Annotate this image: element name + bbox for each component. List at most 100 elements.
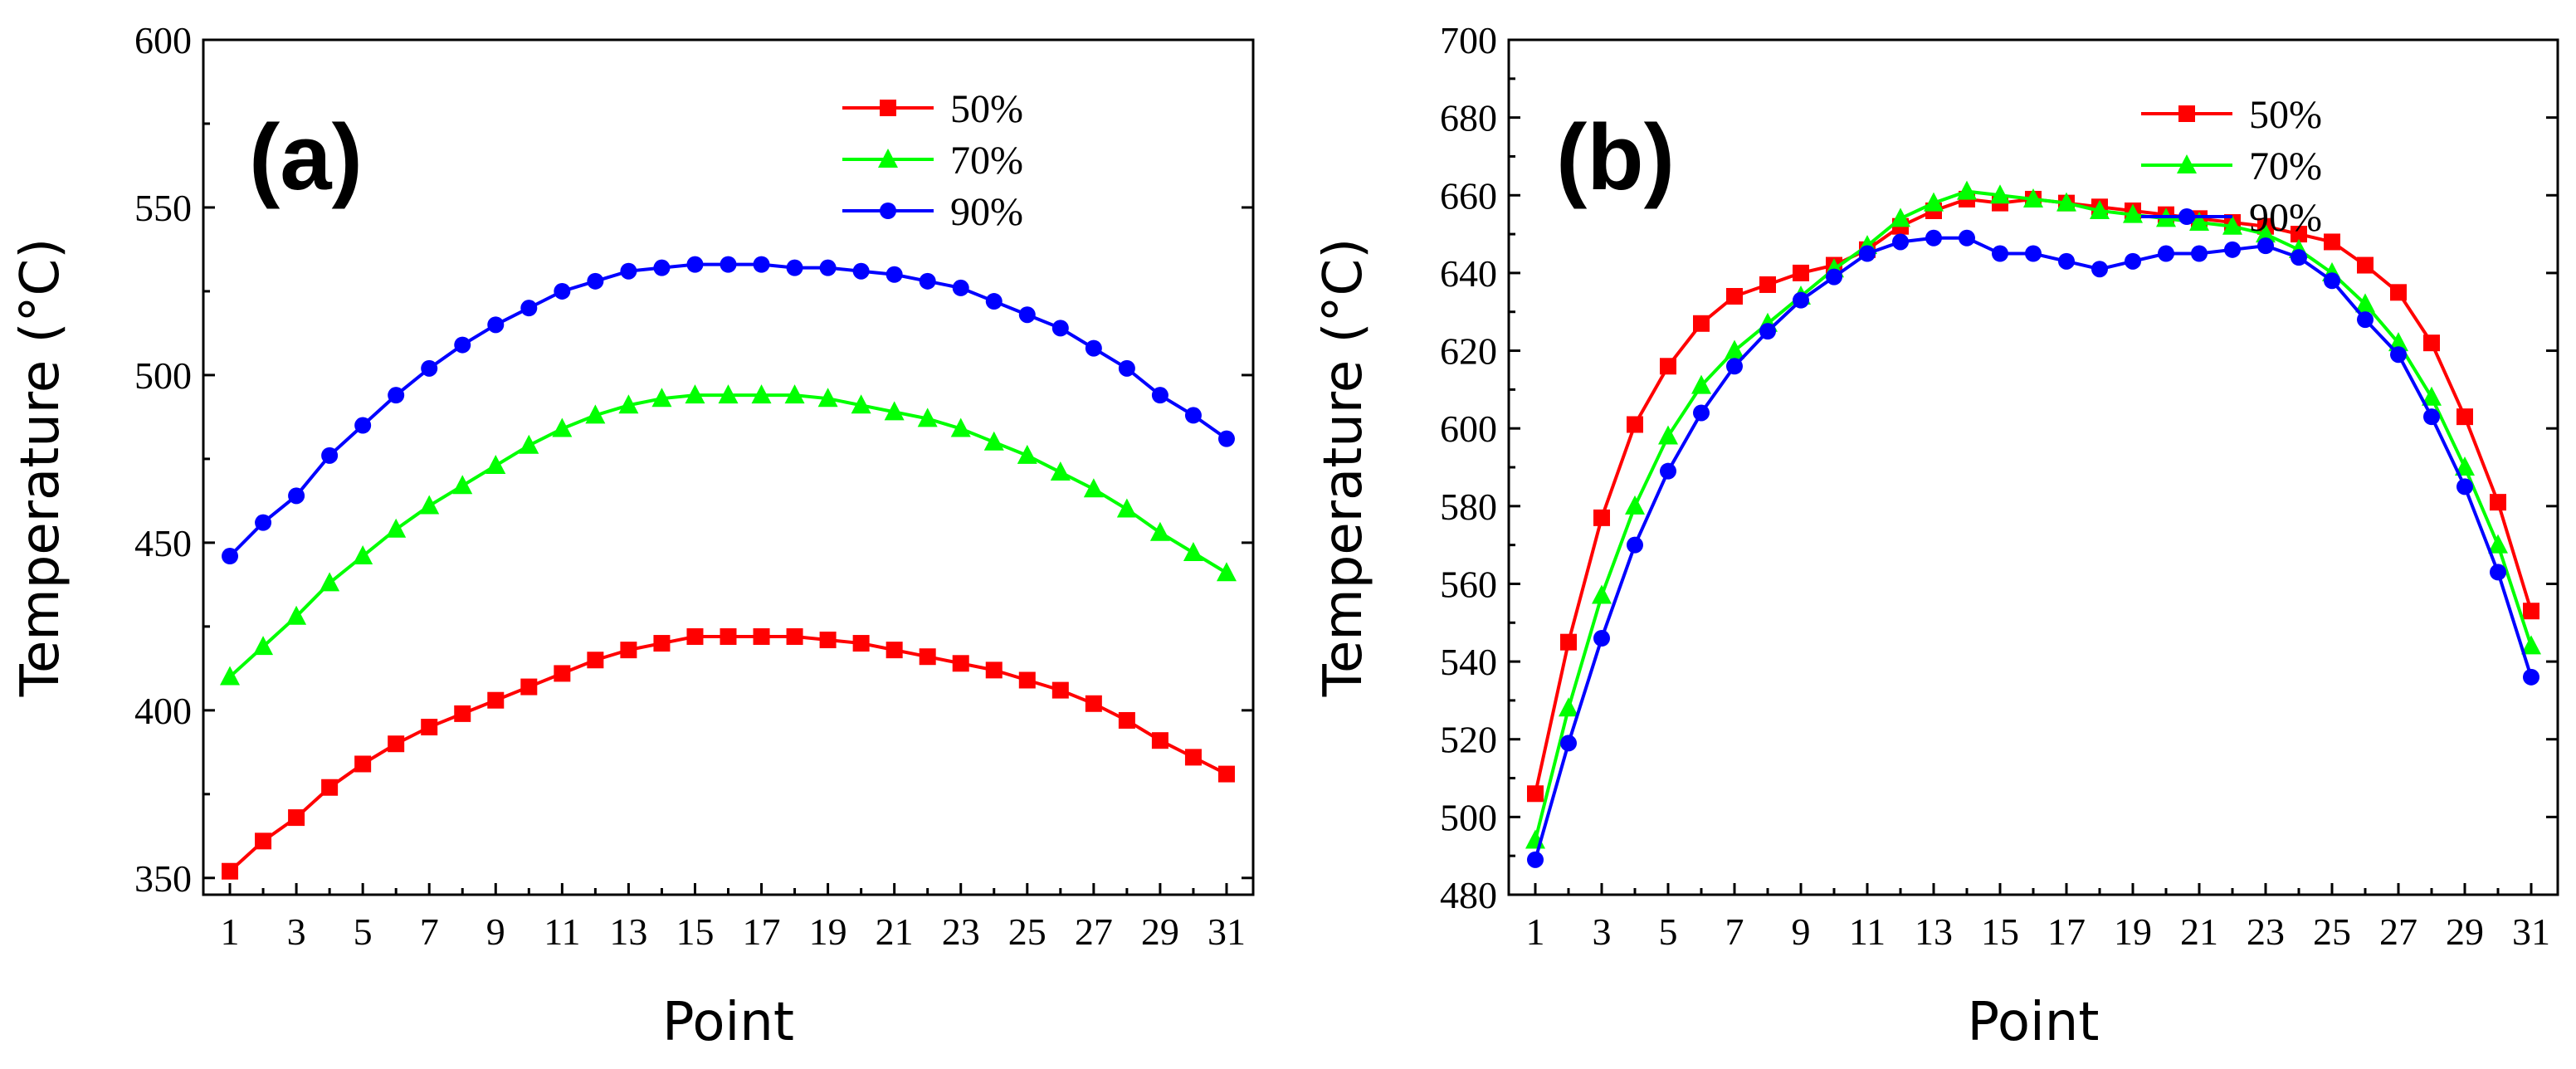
data-point [2490, 564, 2506, 581]
data-point [585, 404, 606, 424]
data-point [1051, 681, 1069, 699]
data-point [421, 719, 438, 736]
data-point [851, 394, 871, 414]
data-point [985, 293, 1003, 310]
y-tick-label: 660 [1440, 174, 1497, 217]
data-point [620, 262, 637, 280]
series-50% [222, 627, 1235, 880]
y-tick-label: 480 [1440, 874, 1497, 916]
data-point [1625, 495, 1645, 515]
data-point [1083, 478, 1104, 498]
data-point [852, 262, 870, 280]
x-tick-label: 15 [1981, 910, 2019, 953]
data-point [2158, 245, 2174, 262]
data-point [886, 266, 903, 283]
y-tick-label: 620 [1440, 330, 1497, 373]
data-point [1726, 288, 1743, 305]
data-point [1017, 444, 1037, 464]
data-point [1593, 509, 1610, 526]
series-70% [1525, 180, 2541, 849]
data-point [983, 431, 1004, 451]
data-point [2488, 534, 2508, 554]
data-point [485, 454, 506, 474]
data-point [286, 605, 307, 625]
x-tick-label: 23 [2247, 910, 2285, 953]
data-point [786, 259, 803, 276]
data-point [1658, 425, 1678, 445]
x-tick-label: 15 [676, 910, 714, 953]
data-point [1116, 498, 1137, 518]
y-axis-title: Temperature (°C) [1313, 238, 1374, 697]
y-tick-label: 550 [134, 187, 192, 229]
data-point [419, 495, 440, 515]
y-tick-label: 500 [1440, 796, 1497, 838]
data-point [220, 666, 241, 686]
data-point [2422, 386, 2442, 406]
data-point [1924, 192, 1944, 212]
series-70% [220, 384, 1237, 686]
data-point [321, 447, 339, 464]
data-point [388, 387, 405, 404]
series-line [228, 634, 1227, 873]
data-point [520, 678, 538, 696]
data-point [1050, 461, 1071, 481]
x-tick-label: 23 [942, 910, 980, 953]
legend-label: 90% [2249, 196, 2322, 240]
data-point [686, 256, 704, 273]
data-point [1051, 320, 1069, 337]
y-tick-label: 520 [1440, 719, 1497, 761]
data-point [2388, 332, 2408, 352]
data-point [386, 518, 407, 538]
data-point [353, 545, 373, 565]
data-point [1693, 404, 1710, 422]
data-point [1726, 358, 1743, 375]
x-tick-label: 5 [1659, 910, 1678, 953]
series-line [1534, 236, 2533, 861]
data-point [618, 394, 639, 414]
data-point [819, 259, 837, 276]
data-point [452, 475, 473, 495]
data-point [1660, 462, 1676, 480]
data-point [2523, 668, 2539, 686]
data-point [519, 434, 539, 454]
y-tick-label: 600 [134, 19, 192, 61]
data-point [886, 642, 903, 659]
data-point [753, 627, 770, 645]
data-point [288, 809, 305, 827]
data-point [852, 635, 870, 652]
y-tick-label: 680 [1440, 97, 1497, 139]
data-point [587, 272, 604, 290]
data-point [222, 548, 239, 565]
data-point [1759, 323, 1776, 340]
data-point [919, 272, 936, 290]
data-point [2390, 346, 2407, 364]
data-point [784, 384, 805, 404]
data-point [1118, 711, 1135, 729]
legend-marker [878, 149, 898, 168]
data-point [2390, 284, 2407, 301]
data-point [1759, 276, 1776, 293]
data-point [2056, 192, 2076, 212]
data-point [1560, 633, 1577, 651]
x-tick-label: 5 [354, 910, 373, 953]
data-point [2523, 603, 2539, 620]
x-tick-label: 17 [2047, 910, 2086, 953]
data-point [718, 384, 739, 404]
y-tick-label: 400 [134, 690, 192, 732]
data-point [554, 282, 571, 300]
data-point [2357, 256, 2374, 274]
data-point [552, 417, 573, 437]
data-point [753, 256, 770, 273]
data-point [1217, 765, 1235, 783]
data-point [884, 401, 905, 421]
data-point [751, 384, 772, 404]
y-tick-label: 450 [134, 522, 192, 564]
x-tick-label: 29 [1141, 910, 1179, 953]
data-point [1693, 315, 1710, 332]
data-point [917, 408, 938, 427]
data-point [454, 336, 471, 354]
data-point [2224, 241, 2241, 258]
data-point [653, 259, 671, 276]
